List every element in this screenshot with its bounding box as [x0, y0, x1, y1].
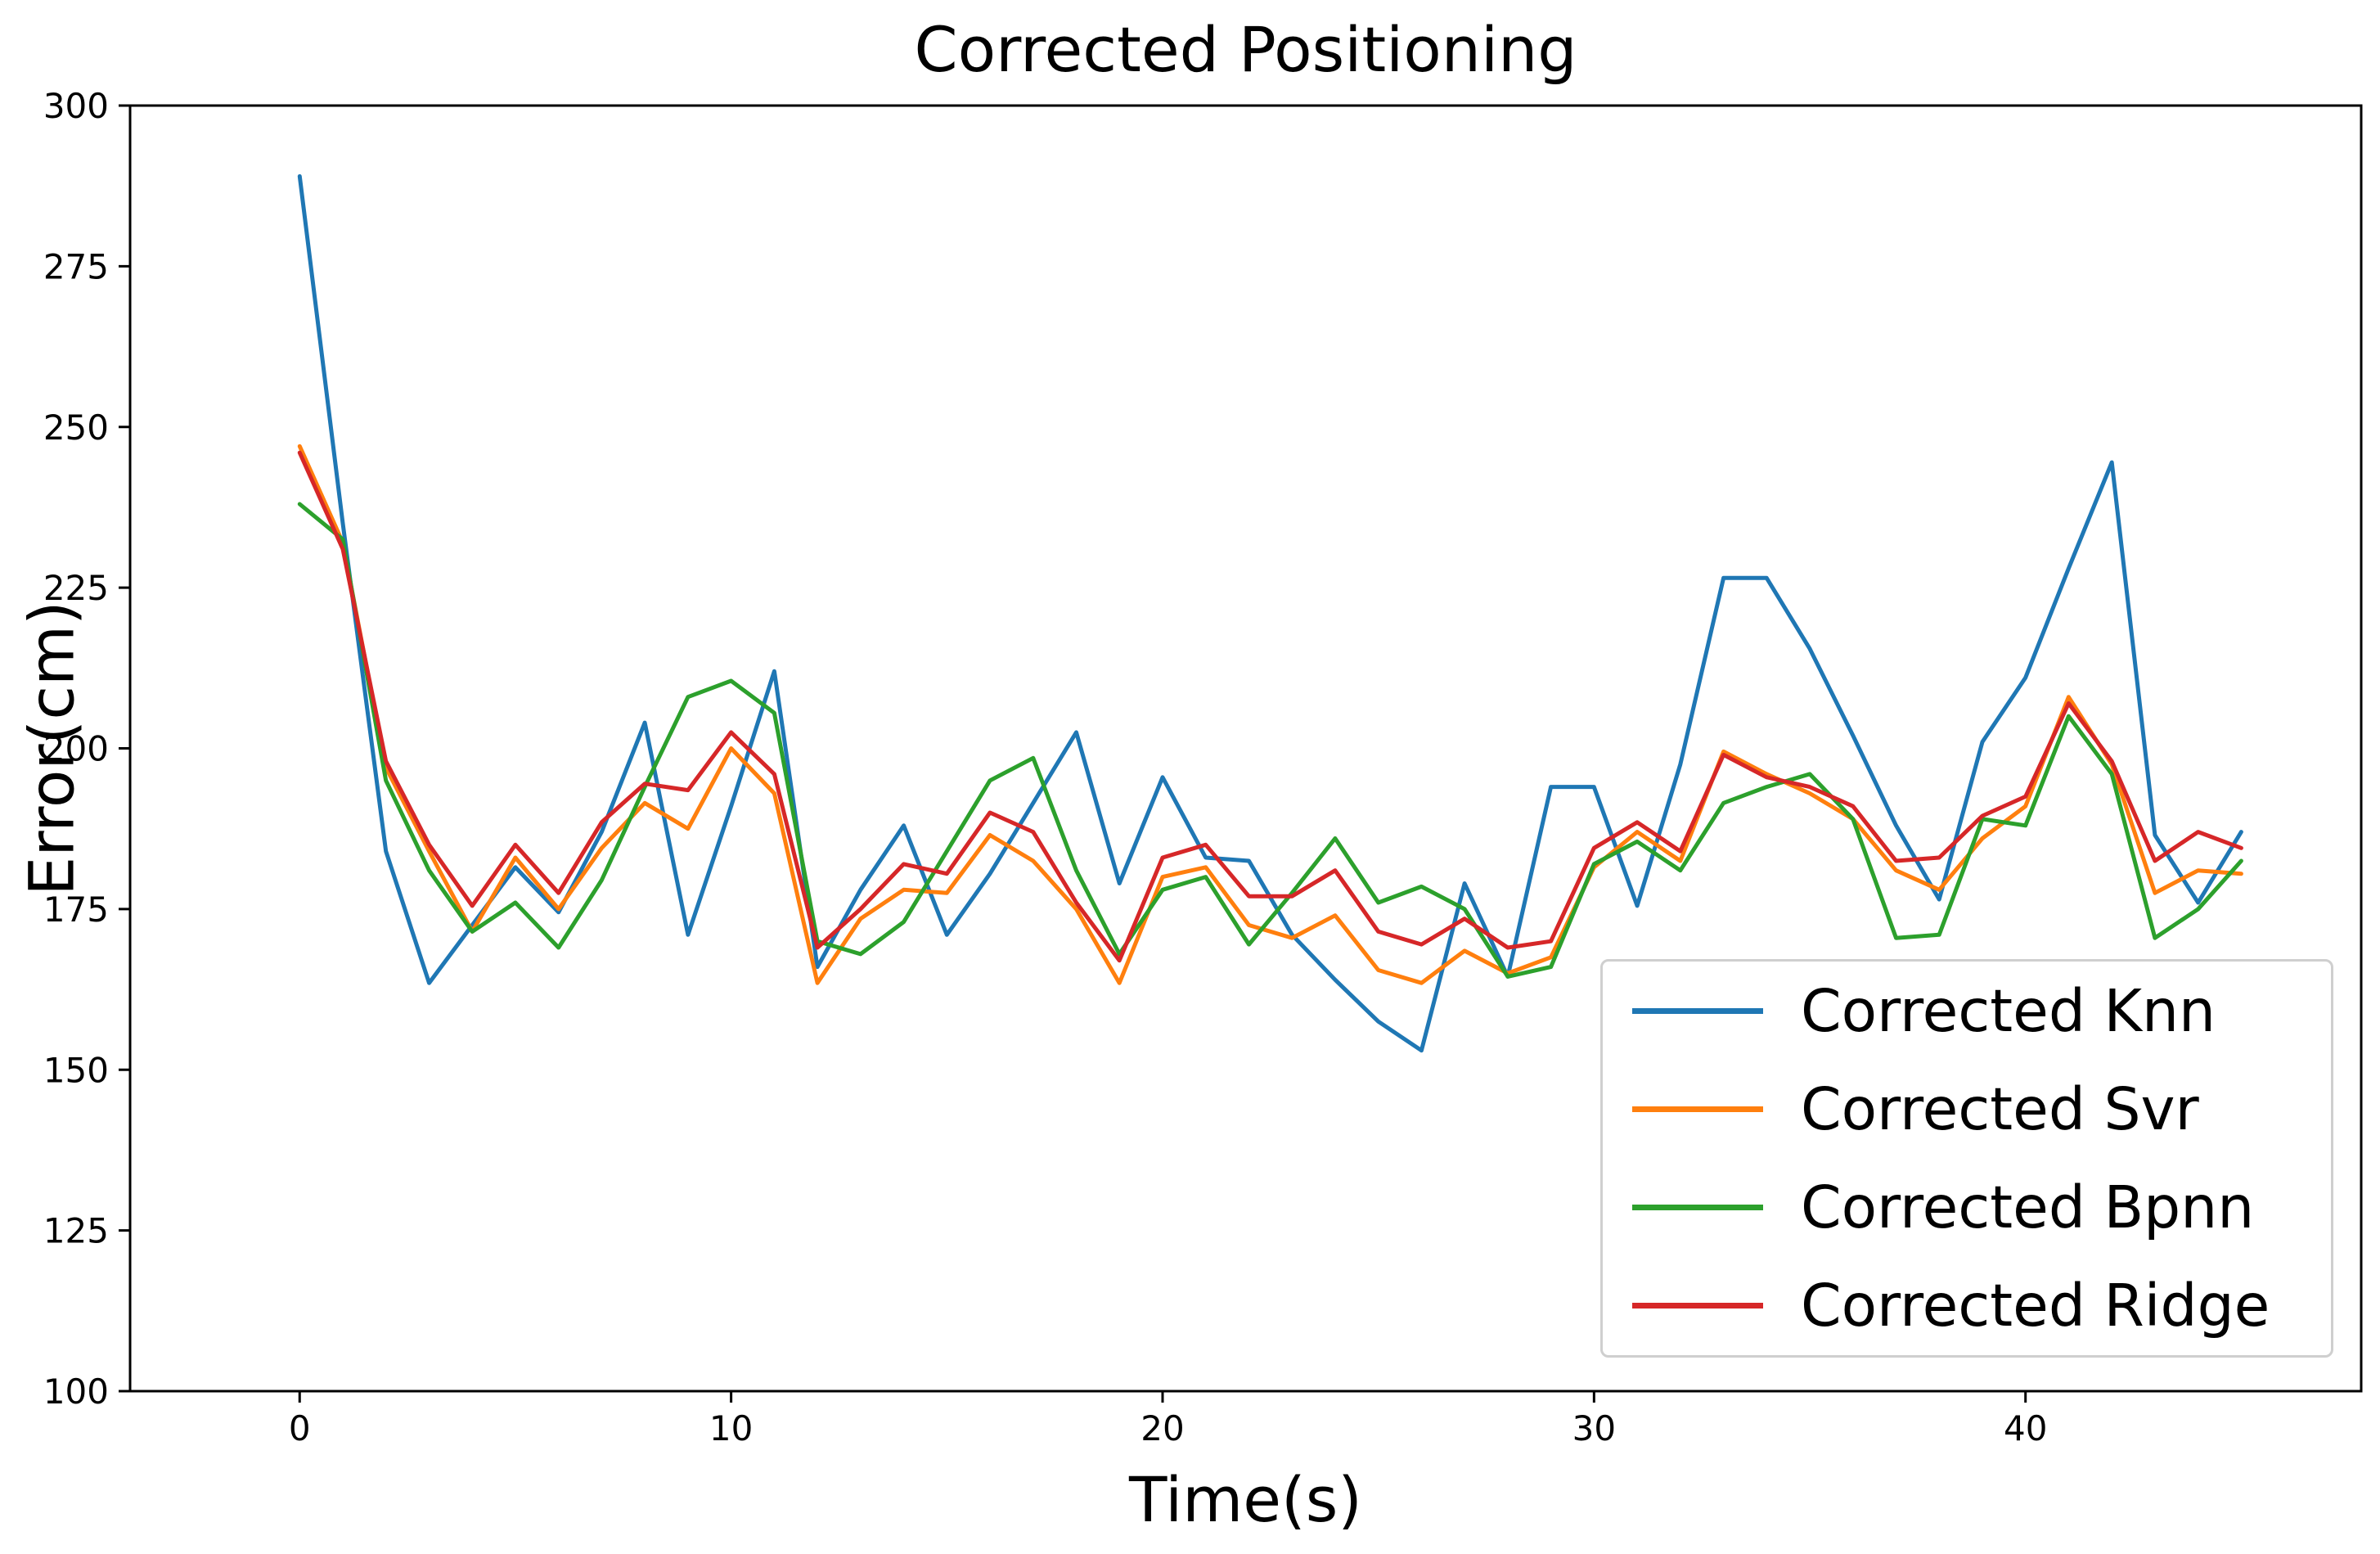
legend-swatch: [1632, 1303, 1763, 1309]
x-axis-label: Time(s): [1129, 1463, 1362, 1536]
legend-item-corrected-svr: Corrected Svr: [1632, 1080, 2331, 1138]
y-tick-label: 275: [43, 246, 109, 286]
y-tick-label: 150: [43, 1050, 109, 1090]
y-tick-label: 100: [43, 1372, 109, 1412]
y-tick-label: 225: [43, 568, 109, 608]
legend-label: Corrected Knn: [1801, 976, 2216, 1045]
x-tick-label: 40: [2004, 1408, 2047, 1448]
y-axis-label-wrap: Error(cm): [7, 106, 97, 1391]
legend: Corrected Knn Corrected Svr Corrected Bpnn…: [1600, 959, 2333, 1358]
legend-swatch: [1632, 1007, 1763, 1014]
x-tick-label: 0: [289, 1408, 311, 1448]
chart-title: Corrected Positioning: [914, 13, 1577, 86]
legend-label: Corrected Bpnn: [1801, 1173, 2255, 1242]
y-tick-label: 125: [43, 1211, 109, 1251]
y-tick-label: 250: [43, 408, 109, 448]
y-tick-label: 300: [43, 86, 109, 126]
legend-item-corrected-bpnn: Corrected Bpnn: [1632, 1178, 2331, 1236]
legend-swatch: [1632, 1205, 1763, 1211]
x-tick-label: 30: [1572, 1408, 1616, 1448]
y-tick-label: 175: [43, 890, 109, 930]
series-line-corrected-bpnn: [297, 502, 2243, 979]
x-tick-label: 20: [1141, 1408, 1184, 1448]
legend-item-corrected-ridge: Corrected Ridge: [1632, 1277, 2331, 1335]
y-axis-label: Error(cm): [15, 601, 88, 896]
legend-label: Corrected Ridge: [1801, 1272, 2270, 1340]
legend-swatch: [1632, 1106, 1763, 1112]
series-line-corrected-svr: [297, 444, 2243, 985]
legend-item-corrected-knn: Corrected Knn: [1632, 982, 2331, 1040]
x-tick-label: 10: [709, 1408, 753, 1448]
legend-label: Corrected Svr: [1801, 1074, 2199, 1143]
series-line-corrected-ridge: [297, 450, 2243, 963]
y-tick-label: 200: [43, 729, 109, 769]
